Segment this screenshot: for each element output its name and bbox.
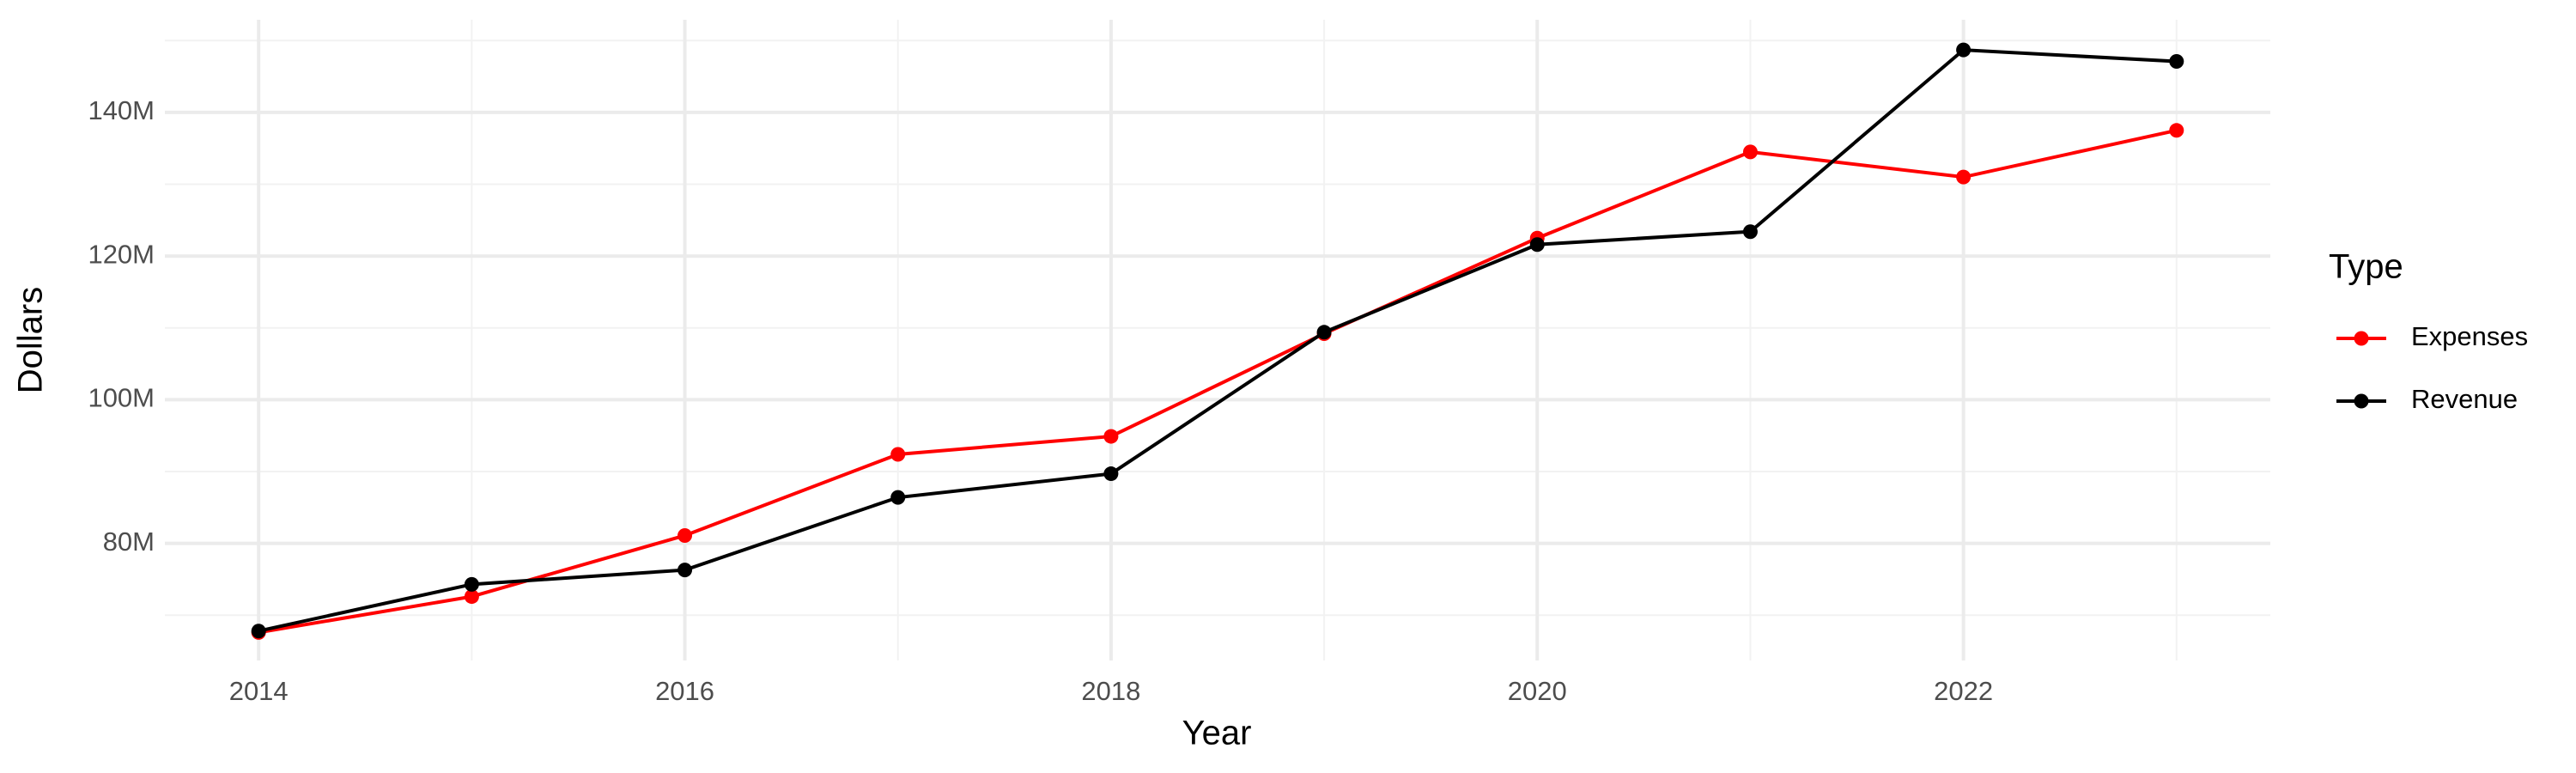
legend-marker — [2354, 393, 2369, 409]
data-point — [464, 589, 479, 605]
y-tick-label: 140M — [88, 95, 155, 125]
legend-marker — [2354, 331, 2369, 346]
x-axis-title: Year — [1182, 715, 1252, 752]
legend-title: Type — [2329, 248, 2403, 286]
data-point — [1103, 466, 1119, 482]
data-point — [1103, 429, 1119, 444]
y-tick-label: 80M — [103, 526, 155, 557]
legend-label: Revenue — [2411, 384, 2518, 414]
data-point — [2169, 123, 2184, 138]
data-point — [464, 576, 479, 592]
x-tick-label: 2022 — [1934, 676, 1993, 706]
x-tick-label: 2014 — [229, 676, 289, 706]
y-tick-label: 120M — [88, 239, 155, 269]
data-point — [677, 563, 693, 578]
y-tick-label: 100M — [88, 383, 155, 413]
x-tick-label: 2020 — [1508, 676, 1567, 706]
data-point — [1956, 42, 1971, 58]
y-axis-title: Dollars — [12, 287, 50, 393]
data-point — [1742, 144, 1758, 160]
legend-label: Expenses — [2411, 321, 2528, 351]
data-point — [2169, 54, 2184, 70]
data-point — [251, 624, 266, 639]
data-point — [677, 527, 693, 543]
data-point — [1316, 325, 1332, 340]
data-point — [1956, 169, 1971, 185]
series-line — [258, 48, 2177, 633]
data-point — [890, 490, 906, 505]
data-point — [1742, 224, 1758, 240]
plot — [251, 42, 2184, 640]
grid — [165, 20, 2270, 660]
data-point — [890, 447, 906, 462]
data-point — [1529, 237, 1545, 253]
x-tick-label: 2016 — [655, 676, 714, 706]
x-tick-label: 2018 — [1081, 676, 1140, 706]
series-line — [258, 128, 2178, 635]
